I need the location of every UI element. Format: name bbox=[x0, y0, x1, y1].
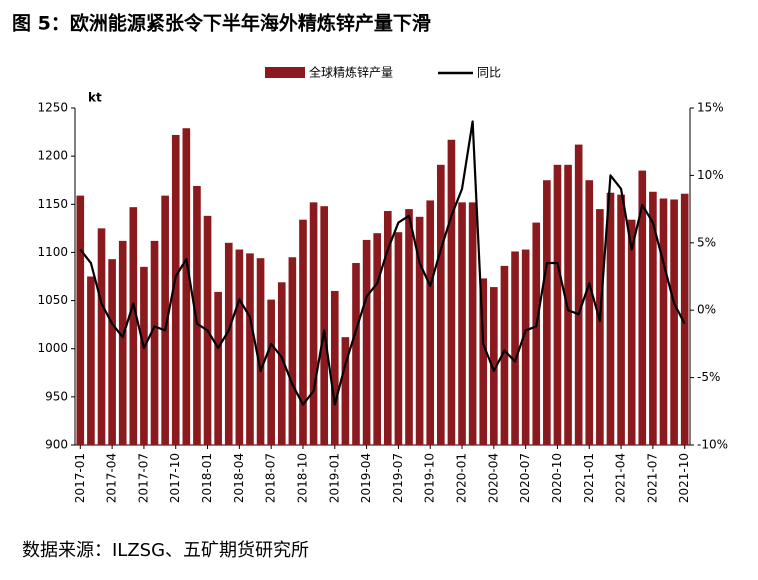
bar bbox=[256, 258, 265, 445]
bar bbox=[87, 276, 95, 445]
y2-tick-label: 10% bbox=[697, 168, 724, 182]
bar bbox=[161, 195, 169, 445]
bar bbox=[617, 194, 625, 445]
y-tick-label: 1250 bbox=[37, 101, 68, 115]
y-unit: kt bbox=[88, 91, 102, 105]
bar bbox=[437, 164, 445, 445]
y-tick-label: 1150 bbox=[37, 197, 68, 211]
y-tick-label: 1200 bbox=[37, 149, 68, 163]
source: 数据来源：ILZSG、五矿期货研究所 bbox=[22, 540, 309, 561]
x-tick-label: 2020-07 bbox=[518, 453, 532, 503]
x-tick-label: 2018-04 bbox=[232, 453, 246, 503]
bar bbox=[352, 263, 360, 445]
bar bbox=[108, 259, 116, 445]
bar bbox=[330, 290, 339, 445]
x-tick-label: 2019-07 bbox=[391, 453, 405, 503]
x-tick-label: 2017-07 bbox=[136, 453, 150, 503]
bar bbox=[585, 180, 594, 445]
y-tick-label: 1050 bbox=[37, 293, 68, 307]
bar bbox=[97, 228, 106, 445]
x-tick-label: 2020-01 bbox=[455, 453, 469, 503]
bar bbox=[288, 257, 297, 445]
bar bbox=[129, 207, 138, 445]
x-tick-label: 2018-07 bbox=[264, 453, 278, 503]
bar bbox=[341, 337, 350, 445]
bar bbox=[246, 253, 254, 445]
legend-swatch bbox=[265, 67, 305, 78]
bar bbox=[171, 134, 180, 445]
bar bbox=[564, 164, 572, 445]
bar bbox=[235, 249, 244, 445]
bar bbox=[543, 180, 551, 445]
chart-title: 图 5：欧洲能源紧张令下半年海外精炼锌产量下滑 bbox=[12, 12, 431, 35]
y-tick-label: 900 bbox=[45, 438, 68, 452]
bar bbox=[150, 240, 159, 445]
x-tick-label: 2021-01 bbox=[582, 453, 596, 503]
bar bbox=[76, 195, 85, 445]
bar bbox=[596, 209, 604, 445]
bar bbox=[193, 185, 201, 445]
y-tick-label: 950 bbox=[45, 389, 68, 403]
bar bbox=[468, 202, 477, 445]
x-tick-label: 2021-04 bbox=[614, 453, 628, 503]
bar bbox=[277, 282, 286, 445]
bar bbox=[394, 232, 403, 445]
bar bbox=[118, 240, 127, 445]
x-tick-label: 2020-04 bbox=[486, 453, 500, 503]
bar bbox=[670, 199, 678, 445]
y2-tick-label: -5% bbox=[697, 370, 720, 384]
x-tick-label: 2017-01 bbox=[73, 453, 87, 503]
bar bbox=[362, 239, 371, 445]
bar bbox=[182, 128, 191, 445]
bar bbox=[447, 139, 456, 445]
bar bbox=[415, 216, 424, 445]
y2-tick-label: 0% bbox=[697, 303, 716, 317]
x-tick-label: 2018-01 bbox=[200, 453, 214, 503]
bar bbox=[479, 278, 488, 445]
bar bbox=[521, 249, 530, 445]
x-tick-label: 2021-07 bbox=[645, 453, 659, 503]
bar bbox=[638, 170, 647, 446]
bar bbox=[553, 164, 562, 445]
bar bbox=[511, 251, 519, 445]
x-tick-label: 2018-10 bbox=[295, 453, 309, 503]
x-tick-label: 2017-04 bbox=[105, 453, 119, 503]
y2-tick-label: -10% bbox=[697, 438, 728, 452]
bar bbox=[299, 219, 307, 445]
y-tick-label: 1000 bbox=[37, 341, 68, 355]
bar bbox=[606, 192, 615, 445]
bar bbox=[405, 209, 413, 445]
x-tick-label: 2019-10 bbox=[423, 453, 437, 503]
bar bbox=[214, 291, 222, 445]
bar bbox=[140, 266, 148, 445]
x-tick-label: 2019-04 bbox=[359, 453, 373, 503]
bar bbox=[224, 242, 233, 445]
bar bbox=[500, 265, 509, 445]
legend-label: 同比 bbox=[477, 66, 501, 80]
y2-tick-label: 15% bbox=[697, 101, 724, 115]
bar bbox=[627, 219, 636, 445]
bar bbox=[659, 198, 668, 445]
bar bbox=[383, 211, 392, 445]
bar bbox=[490, 287, 498, 445]
bar bbox=[320, 206, 328, 445]
bar bbox=[426, 200, 435, 445]
bar bbox=[458, 202, 466, 445]
y2-tick-label: 5% bbox=[697, 235, 716, 249]
bar bbox=[574, 144, 583, 446]
x-tick-label: 2017-10 bbox=[168, 453, 182, 503]
x-tick-label: 2020-10 bbox=[550, 453, 564, 503]
bar bbox=[532, 222, 541, 445]
bar bbox=[309, 202, 318, 445]
y-tick-label: 1100 bbox=[37, 245, 68, 259]
bar bbox=[267, 299, 275, 445]
line bbox=[79, 120, 686, 406]
x-tick-label: 2019-01 bbox=[327, 453, 341, 503]
bar bbox=[649, 191, 657, 445]
bar bbox=[373, 233, 382, 445]
x-tick-label: 2021-10 bbox=[677, 453, 691, 503]
bar bbox=[680, 193, 689, 445]
legend-label: 全球精炼锌产量 bbox=[309, 65, 393, 80]
